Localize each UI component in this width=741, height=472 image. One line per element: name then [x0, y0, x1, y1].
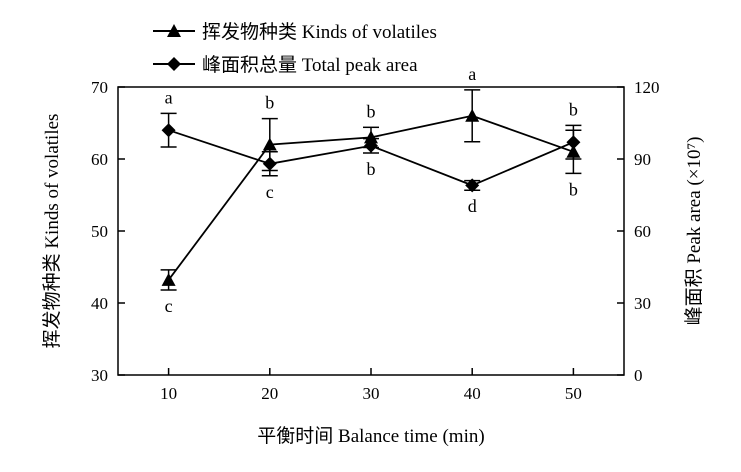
- y-left-tick-label: 50: [91, 222, 108, 241]
- series-peak-area: [160, 112, 582, 193]
- x-tick-label: 30: [363, 384, 380, 403]
- y-left-tick-label: 30: [91, 366, 108, 385]
- data-point-triangle: [161, 272, 176, 286]
- significance-letter-volatiles: b: [569, 179, 578, 199]
- legend-item-volatiles: 挥发物种类 Kinds of volatiles: [153, 21, 437, 43]
- significance-letter-peak-area: a: [165, 87, 173, 107]
- significance-letter-peak-area: b: [569, 99, 578, 119]
- y-left-tick-label: 70: [91, 78, 108, 97]
- significance-letter-peak-area: c: [266, 182, 274, 202]
- significance-letters: c a b c b b a d b b: [165, 64, 578, 316]
- significance-letter-peak-area: b: [367, 159, 376, 179]
- significance-letter-volatiles: c: [165, 296, 173, 316]
- legend-marker-diamond: [167, 57, 181, 71]
- data-point-triangle: [465, 108, 480, 122]
- y-axis-label-left: 挥发物种类 Kinds of volatiles: [41, 114, 63, 349]
- y-right-tick-label: 120: [634, 78, 660, 97]
- data-point-triangle: [364, 130, 378, 144]
- x-tick-label: 50: [565, 384, 582, 403]
- x-axis-label: 平衡时间 Balance time (min): [257, 425, 484, 447]
- y-left-tick-label: 60: [91, 150, 108, 169]
- y-right-tick-label: 60: [634, 222, 651, 241]
- x-tick-label: 20: [261, 384, 278, 403]
- legend-label-peak-area: 峰面积总量 Total peak area: [202, 54, 418, 76]
- data-point-diamond: [161, 123, 176, 138]
- series-layer: c a b c b b a d b b: [160, 64, 582, 316]
- y-right-tick-label: 30: [634, 294, 651, 313]
- data-point-diamond: [364, 138, 378, 153]
- x-tick-label: 40: [464, 384, 481, 403]
- significance-letter-volatiles: b: [265, 93, 274, 113]
- legend: 挥发物种类 Kinds of volatiles 峰面积总量 Total pea…: [153, 21, 437, 76]
- y-right-tick-label: 0: [634, 366, 643, 385]
- y-left-tick-label: 40: [91, 294, 108, 313]
- legend-label-volatiles: 挥发物种类 Kinds of volatiles: [202, 21, 437, 43]
- data-point-diamond: [465, 178, 480, 193]
- significance-letter-volatiles: b: [367, 101, 376, 121]
- axis-ticks: 10 20 30 40 50 30 40 50 60 70 0 30 60 90 120: [91, 78, 660, 403]
- x-tick-label: 10: [160, 384, 177, 403]
- data-point-triangle: [262, 137, 277, 151]
- data-point-diamond: [566, 135, 581, 150]
- y-right-tick-label: 90: [634, 150, 651, 169]
- y-axis-label-right: 峰面积 Peak area (×10⁷): [683, 137, 705, 326]
- significance-letter-volatiles: a: [468, 64, 476, 84]
- legend-marker-triangle: [167, 24, 181, 37]
- significance-letter-peak-area: d: [468, 196, 477, 216]
- data-point-diamond: [262, 156, 277, 171]
- legend-item-peak-area: 峰面积总量 Total peak area: [153, 54, 418, 76]
